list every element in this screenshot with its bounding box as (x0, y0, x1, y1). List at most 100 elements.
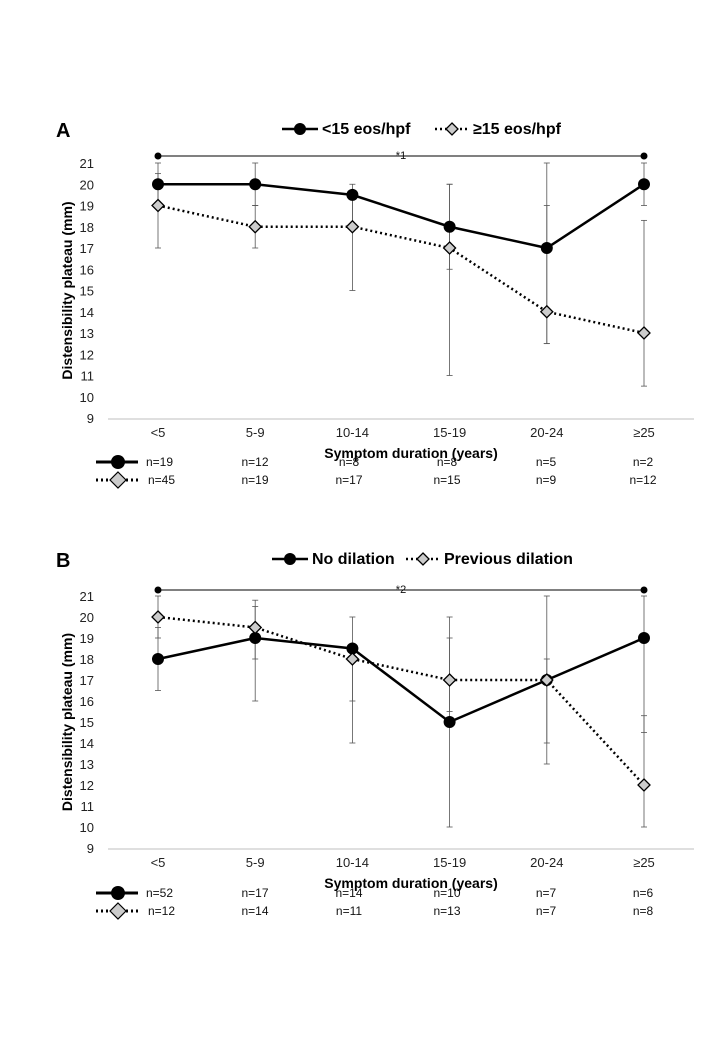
y-tick-label: 19 (80, 631, 94, 646)
y-tick-label: 15 (80, 715, 94, 730)
n-count: n=8 (339, 455, 360, 469)
error-bar (349, 194, 356, 291)
y-tick-label: 10 (80, 820, 94, 835)
y-tick-label: 13 (80, 757, 94, 772)
n-count: n=9 (536, 473, 557, 487)
data-point (443, 220, 456, 233)
y-tick-label: 21 (80, 589, 94, 604)
data-point (152, 653, 164, 665)
series-line-secondary (157, 204, 645, 335)
data-point (151, 610, 165, 624)
n-row: n=12 n=14 n=11 n=13 n=7 n=8 (96, 902, 654, 920)
y-tick-label: 18 (80, 652, 94, 667)
x-tick-label: <5 (151, 855, 166, 870)
n-count: n=14 (241, 904, 268, 918)
n-count: n=12 (148, 904, 175, 918)
n-row-marker (111, 455, 125, 469)
legend-label: No dilation (312, 551, 395, 568)
data-point (540, 242, 553, 254)
data-point (637, 326, 651, 340)
chart-panel-a: A <15 eos/hpf ≥15 eos/hpf *1 9 10 11 12 13 14 15 16… (56, 120, 694, 489)
x-axis-title: Symptom duration (years) (324, 875, 497, 891)
legend-label: <15 eos/hpf (322, 121, 411, 138)
y-tick-label: 21 (80, 156, 94, 171)
n-count: n=10 (433, 886, 460, 900)
y-tick-label: 9 (87, 411, 94, 426)
n-count: n=17 (241, 886, 268, 900)
n-row: n=45 n=19 n=17 n=15 n=9 n=12 (96, 471, 657, 489)
n-count: n=7 (536, 886, 557, 900)
data-point (442, 241, 457, 255)
y-tick-label: 20 (80, 177, 94, 192)
data-point (346, 188, 359, 201)
significance-label: *2 (396, 584, 406, 596)
data-point (638, 178, 650, 191)
data-point (248, 219, 263, 234)
n-count: n=8 (437, 455, 458, 469)
x-tick-label: 20-24 (530, 425, 563, 440)
error-bar (446, 183, 453, 376)
panel-label: B (56, 550, 70, 572)
n-count: n=19 (146, 455, 173, 469)
n-count: n=7 (536, 904, 557, 918)
y-tick-label: 12 (80, 778, 94, 793)
n-count: n=17 (335, 473, 362, 487)
y-axis-title: Distensibility plateau (mm) (59, 201, 75, 379)
significance-end (640, 152, 648, 160)
n-count: n=8 (633, 904, 654, 918)
data-point (442, 673, 457, 687)
n-row-marker (109, 471, 127, 489)
error-bar (641, 219, 647, 387)
data-point (638, 632, 650, 644)
data-point (151, 198, 165, 213)
y-tick-label: 20 (80, 610, 94, 625)
series-line-secondary (157, 615, 645, 786)
data-point (345, 652, 360, 666)
legend-marker-diamond (416, 552, 430, 566)
n-count: n=13 (433, 904, 460, 918)
x-tick-label: 5-9 (246, 855, 265, 870)
n-row: n=19 n=12 n=8 n=8 n=5 n=2 (96, 455, 654, 469)
n-count: n=12 (241, 455, 268, 469)
significance-end (640, 586, 648, 594)
y-tick-label: 17 (80, 673, 94, 688)
y-tick-label: 12 (80, 347, 94, 362)
y-tick-label: 15 (80, 284, 94, 299)
series-line-primary (158, 183, 645, 250)
y-tick-label: 18 (80, 220, 94, 235)
x-tick-label: ≥25 (633, 855, 655, 870)
y-tick-label: 19 (80, 199, 94, 214)
legend-label: ≥15 eos/hpf (473, 121, 562, 138)
legend-label: Previous dilation (444, 551, 573, 568)
y-tick-label: 16 (80, 262, 94, 277)
n-count: n=12 (629, 473, 656, 487)
y-tick-label: 11 (81, 369, 95, 384)
x-tick-label: 10-14 (336, 425, 369, 440)
series-line-primary (157, 636, 645, 724)
x-tick-label: 10-14 (336, 855, 369, 870)
y-tick-label: 14 (80, 305, 94, 320)
y-tick-label: 17 (80, 241, 94, 256)
x-tick-label: 5-9 (246, 425, 265, 440)
n-count: n=2 (633, 455, 654, 469)
data-point (345, 219, 360, 234)
legend: No dilation Previous dilation (272, 551, 573, 568)
error-bar (641, 715, 647, 828)
data-point (249, 178, 262, 191)
significance-end (154, 152, 162, 160)
n-count: n=52 (146, 886, 173, 900)
data-point (443, 716, 456, 728)
n-count: n=15 (433, 473, 460, 487)
error-bar (641, 595, 647, 733)
y-tick-label: 9 (87, 841, 94, 856)
n-row-marker (109, 902, 127, 920)
data-point (539, 304, 554, 319)
x-tick-label: <5 (151, 425, 166, 440)
n-count: n=11 (336, 904, 362, 918)
x-tick-label: ≥25 (633, 425, 655, 440)
legend-marker-diamond (445, 122, 459, 136)
n-count: n=45 (148, 473, 175, 487)
x-tick-label: 15-19 (433, 855, 466, 870)
y-tick-label: 16 (80, 694, 94, 709)
n-row: n=52 n=17 n=14 n=10 n=7 n=6 (96, 886, 654, 900)
